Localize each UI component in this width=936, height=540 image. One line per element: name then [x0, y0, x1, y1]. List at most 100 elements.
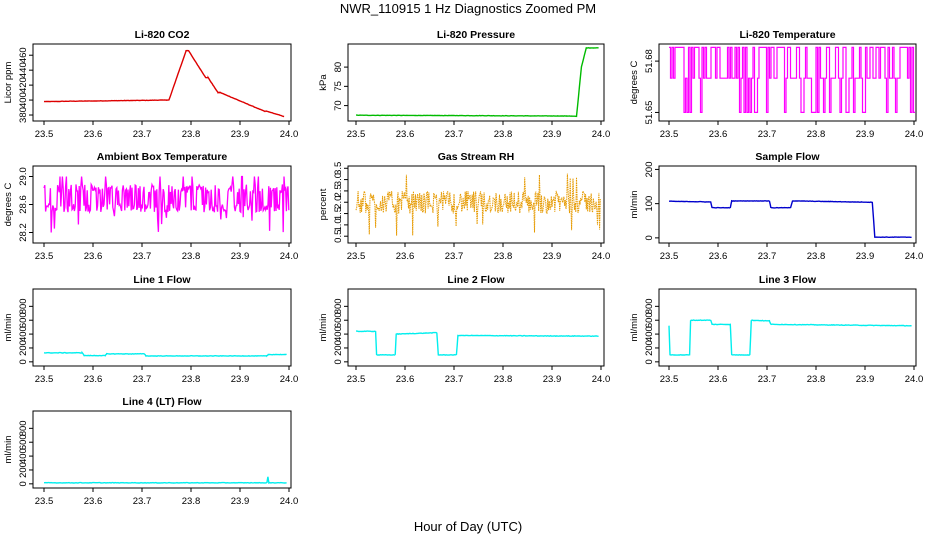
x-tick-label: 23.7 — [133, 251, 152, 262]
plot-frame — [658, 288, 917, 367]
x-tick-label: 23.7 — [758, 374, 777, 385]
x-tick-label: 23.6 — [84, 129, 103, 140]
panel-title: Li-820 Temperature — [739, 29, 835, 41]
panel-4: Gas Stream RH 23.5 23.6 23.7 23.8 23.9 24.0 0.5… — [318, 151, 610, 262]
x-tick-label: 23.6 — [709, 374, 728, 385]
x-tick-label: 23.9 — [856, 251, 875, 262]
x-tick-label: 23.6 — [709, 129, 728, 140]
series-line — [43, 49, 285, 118]
x-tick-label: 23.9 — [231, 129, 250, 140]
series-line — [669, 199, 912, 239]
y-tick-label: 29.0 — [18, 167, 29, 186]
y-tick-label: 440 — [18, 62, 29, 78]
x-tick-label: 23.8 — [807, 251, 826, 262]
y-tick-label: 0.5 — [333, 230, 344, 243]
x-tick-label: 23.6 — [396, 251, 415, 262]
plot-frame — [658, 165, 917, 244]
x-tick-label: 23.5 — [35, 129, 54, 140]
data-layer — [43, 49, 285, 118]
panel-title: Ambient Box Temperature — [97, 151, 228, 163]
y-tick-label: 0 — [18, 359, 29, 364]
y-tick-label: 1.5 — [333, 207, 344, 220]
y-tick-label: 400 — [18, 326, 29, 342]
panel-title: Li-820 Pressure — [437, 29, 515, 41]
x-axis-label: Hour of Day (UTC) — [414, 519, 522, 534]
panel-8: Line 3 Flow 23.5 23.6 23.7 23.8 23.9 24.0 0 2004… — [629, 274, 923, 385]
y-tick-label: 3.5 — [333, 162, 344, 175]
plot-frame — [347, 165, 605, 244]
x-tick-label: 23.7 — [445, 129, 464, 140]
y-tick-label: 600 — [18, 312, 29, 328]
x-tick-label: 24.0 — [280, 251, 299, 262]
x-tick-label: 23.5 — [35, 496, 54, 507]
x-tick-label: 24.0 — [592, 374, 611, 385]
panel-7: Line 2 Flow 23.5 23.6 23.7 23.8 23.9 24.0 0 2004… — [318, 274, 610, 385]
y-tick-label: 600 — [333, 312, 344, 328]
y-tick-label: 200 — [18, 340, 29, 356]
y-axis-label: ml/min — [318, 314, 329, 342]
y-tick-label: 28.6 — [18, 195, 29, 214]
data-layer — [43, 175, 290, 233]
x-tick-label: 23.7 — [133, 496, 152, 507]
x-tick-label: 24.0 — [280, 129, 299, 140]
x-tick-label: 23.6 — [84, 374, 103, 385]
panel-title: Line 3 Flow — [759, 274, 817, 286]
y-tick-label: 460 — [18, 47, 29, 63]
x-tick-label: 23.5 — [660, 251, 679, 262]
plot-frame — [32, 43, 292, 122]
y-tick-label: 200 — [18, 462, 29, 478]
series-line — [44, 476, 287, 485]
x-tick-label: 23.9 — [231, 374, 250, 385]
panel-title: Sample Flow — [755, 151, 820, 163]
y-axis-label: Licor ppm — [3, 62, 14, 104]
y-tick-label: 200 — [644, 161, 655, 177]
x-tick-label: 23.7 — [445, 251, 464, 262]
x-tick-label: 24.0 — [280, 496, 299, 507]
y-tick-label: 75 — [333, 81, 344, 92]
x-tick-label: 23.8 — [807, 374, 826, 385]
series-line — [668, 319, 912, 356]
panel-6: Line 1 Flow 23.5 23.6 23.7 23.8 23.9 24.0 0 2004… — [3, 274, 298, 385]
y-tick-label: 200 — [333, 340, 344, 356]
x-tick-label: 23.5 — [35, 251, 54, 262]
y-tick-label: 2.5 — [333, 184, 344, 197]
x-tick-label: 23.8 — [494, 129, 513, 140]
data-layer — [43, 350, 287, 358]
panel-5: Sample Flow 23.5 23.6 23.7 23.8 23.9 24.0 0 100 2… — [629, 151, 923, 262]
x-tick-label: 23.6 — [84, 251, 103, 262]
plot-frame — [347, 43, 605, 122]
x-tick-label: 23.6 — [396, 374, 415, 385]
x-tick-label: 23.9 — [543, 251, 562, 262]
panel-2: Li-820 Temperature 23.5 23.6 23.7 23.8 23.9 24… — [629, 29, 923, 140]
y-tick-label: 70 — [333, 100, 344, 111]
y-tick-label: 1.0 — [333, 218, 344, 231]
data-layer — [44, 476, 287, 485]
x-tick-label: 23.8 — [494, 374, 513, 385]
x-tick-label: 23.7 — [133, 374, 152, 385]
y-tick-label: 100 — [644, 196, 655, 212]
x-tick-label: 23.8 — [182, 251, 201, 262]
panel-3: Ambient Box Temperature 23.5 23.6 23.7 23.8 2… — [3, 151, 298, 262]
panel-1: Li-820 Pressure 23.5 23.6 23.7 23.8 23.9 24.0 7… — [318, 29, 610, 140]
data-layer — [356, 46, 599, 118]
series-line — [355, 173, 601, 236]
y-tick-label: 51.65 — [644, 101, 655, 125]
panel-title: Li-820 CO2 — [135, 29, 190, 41]
x-tick-label: 23.7 — [758, 129, 777, 140]
x-tick-label: 23.6 — [396, 129, 415, 140]
x-tick-label: 24.0 — [905, 129, 924, 140]
y-tick-label: 400 — [333, 326, 344, 342]
x-tick-label: 24.0 — [592, 251, 611, 262]
y-tick-label: 51.68 — [644, 49, 655, 73]
x-tick-label: 23.9 — [856, 374, 875, 385]
x-tick-label: 23.5 — [660, 374, 679, 385]
x-tick-label: 23.9 — [543, 374, 562, 385]
y-axis-label: ml/min — [3, 436, 14, 464]
x-tick-label: 23.5 — [347, 374, 366, 385]
y-axis-label: percent — [318, 188, 329, 220]
x-tick-label: 24.0 — [905, 374, 924, 385]
panel-title: Gas Stream RH — [438, 151, 514, 163]
series-line — [669, 46, 915, 114]
plot-frame — [347, 288, 605, 367]
